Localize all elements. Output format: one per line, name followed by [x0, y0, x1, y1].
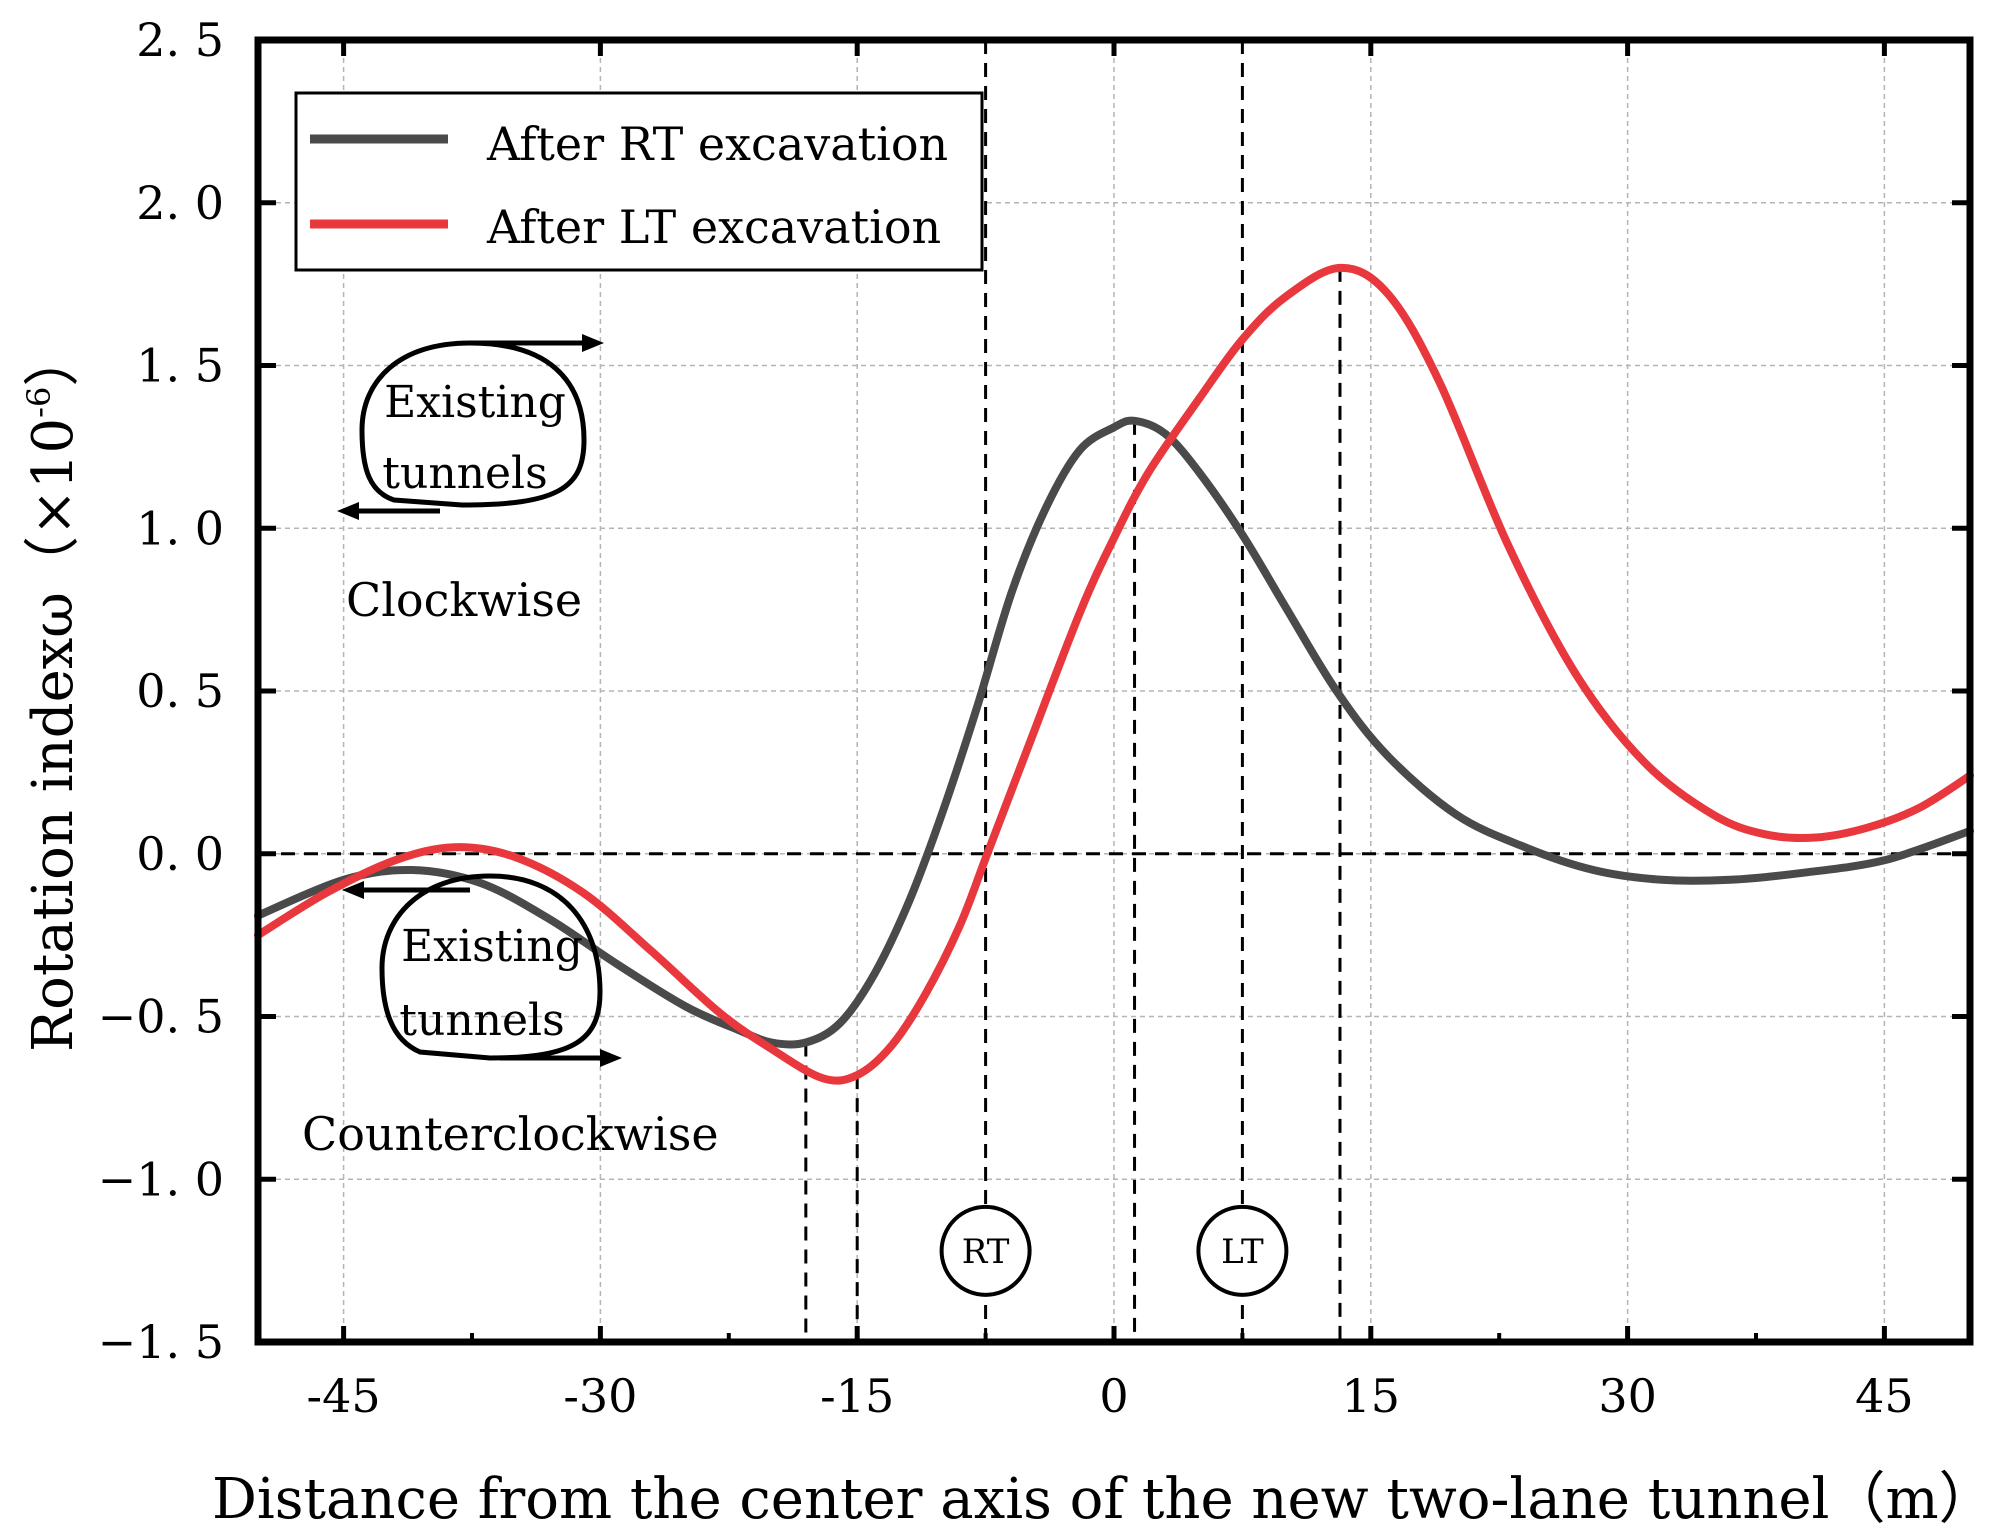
lower-arrowhead-left [342, 881, 364, 899]
lower-arrowhead-right [600, 1049, 622, 1067]
axis-ticks: -45 -30 -15 0 15 30 45 −1. 5 −1. 0 −0. 5 0. 0 0. 5 1… [98, 13, 1970, 1423]
upper-tunnel-shape [359, 340, 587, 508]
y-tick-label-0: −1. 5 [98, 1315, 224, 1369]
legend-label-lt: After LT excavation [486, 200, 941, 254]
lower-tunnel-label-line1: Existing [401, 921, 583, 972]
x-tick-label-4: 15 [1342, 1369, 1401, 1423]
x-tick-label-2: -15 [820, 1369, 894, 1423]
x-tick-label-3: 0 [1099, 1369, 1128, 1423]
upper-arrowhead-left [337, 502, 359, 520]
svg-text:Rotation indexω（×10-6）: Rotation indexω（×10-6） [20, 331, 86, 1052]
y-axis-title: Rotation indexω（×10-6） [20, 331, 86, 1052]
lower-tunnel-label-line2: tunnels [399, 995, 564, 1046]
y-tick-label-1: −1. 0 [98, 1152, 224, 1206]
series-line-after-rt [254, 416, 1974, 1049]
lower-tunnel-annotation: Existing tunnels Counterclockwise [302, 873, 719, 1161]
lower-tunnel-shape [379, 873, 603, 1061]
series-lines [254, 263, 1974, 1085]
tunnel-tags: RT LT [939, 1204, 1289, 1297]
upper-tunnel-annotation: Existing tunnels Clockwise [337, 334, 604, 627]
tunnel-tag-circle-lt [1196, 1204, 1289, 1297]
upper-tunnel-label-line1: Existing [384, 377, 566, 428]
clockwise-label: Clockwise [346, 573, 582, 627]
x-axis-title: Distance from the center axis of the new… [212, 1467, 1995, 1532]
legend: After RT excavation After LT excavation [294, 91, 984, 272]
tunnel-tag-label-rt: RT [962, 1232, 1010, 1272]
counterclockwise-label: Counterclockwise [302, 1107, 719, 1161]
tunnel-tag-label-lt: LT [1221, 1232, 1264, 1272]
x-tick-label-1: -30 [563, 1369, 637, 1423]
y-axis-title-unit: （×10 [21, 418, 86, 592]
y-axis-title-close: ） [21, 331, 86, 387]
y-axis-title-main: Rotation indexω [21, 592, 86, 1052]
y-tick-label-4: 0. 5 [136, 664, 224, 718]
x-tick-label-0: -45 [307, 1369, 381, 1423]
upper-arrowhead-right [582, 334, 604, 352]
x-tick-label-6: 45 [1855, 1369, 1914, 1423]
y-tick-label-3: 0. 0 [136, 827, 224, 881]
x-tick-label-5: 30 [1598, 1369, 1657, 1423]
y-tick-label-5: 1. 0 [136, 501, 224, 555]
y-tick-label-7: 2. 0 [136, 176, 224, 230]
legend-label-rt: After RT excavation [486, 117, 948, 171]
y-tick-label-2: −0. 5 [98, 990, 224, 1044]
series-line-after-lt [254, 263, 1974, 1085]
upper-tunnel-label-line2: tunnels [382, 448, 547, 499]
y-tick-label-6: 1. 5 [136, 339, 224, 393]
y-axis-title-exponent: -6 [20, 387, 58, 418]
legend-box [294, 91, 984, 272]
y-tick-label-8: 2. 5 [136, 13, 224, 67]
tunnel-tag-circle-rt [939, 1204, 1032, 1297]
